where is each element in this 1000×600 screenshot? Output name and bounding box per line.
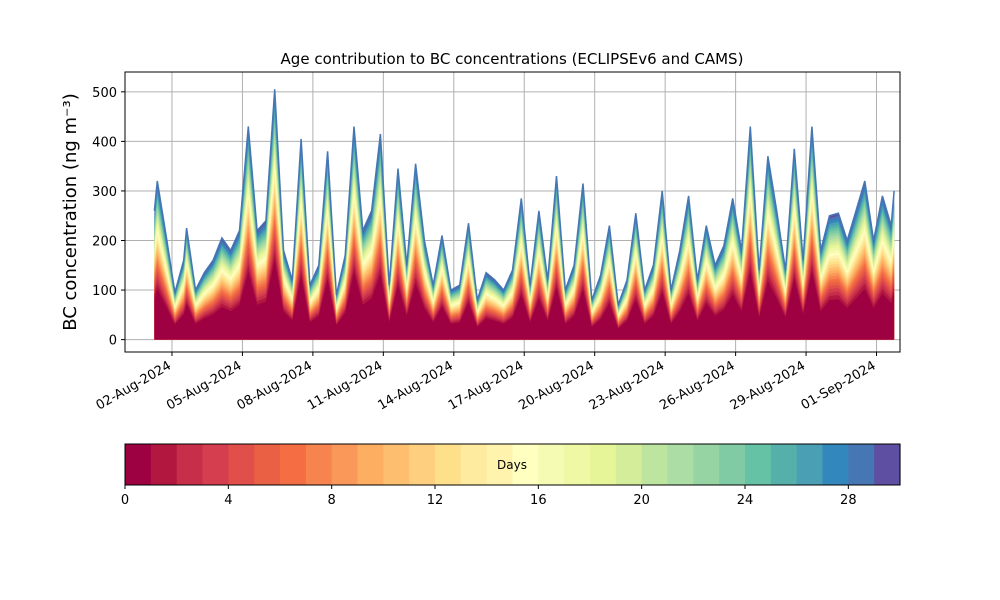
x-tick-label: 02-Aug-2024 — [94, 358, 174, 413]
x-tick-label: 17-Aug-2024 — [446, 358, 526, 413]
colorbar-frame — [124, 443, 901, 486]
y-axis: 0 100 200 300 400 500 — [92, 86, 125, 349]
colorbar-cell — [745, 444, 772, 485]
x-axis: 02-Aug-202405-Aug-202408-Aug-202411-Aug-… — [94, 352, 879, 414]
colorbar-cell — [615, 444, 643, 485]
x-tick-label: 20-Aug-2024 — [516, 358, 596, 413]
colorbar-cell — [770, 444, 798, 485]
colorbar-cell — [796, 444, 824, 485]
x-tick-label: 01-Sep-2024 — [799, 358, 879, 413]
colorbar-ticks: 0 4 8 12 16 20 24 28 — [121, 485, 857, 508]
colorbar-cell — [512, 444, 539, 485]
x-tick-label: 14-Aug-2024 — [375, 358, 455, 413]
y-tick-label: 100 — [92, 284, 117, 299]
colorbar-cell — [228, 444, 255, 485]
colorbar-tick-label: 24 — [737, 493, 754, 508]
colorbar-cell — [667, 444, 694, 485]
y-tick-label: 500 — [92, 86, 117, 101]
colorbar-cells — [125, 444, 901, 485]
colorbar-cell — [641, 444, 669, 485]
x-tick-label: 05-Aug-2024 — [164, 358, 244, 413]
x-tick-label: 08-Aug-2024 — [235, 358, 315, 413]
colorbar-cell — [331, 444, 359, 485]
colorbar-tick-label: 12 — [427, 493, 444, 508]
colorbar-tick-label: 4 — [224, 493, 232, 508]
y-tick-label: 300 — [92, 185, 117, 200]
colorbar: Days 0 4 8 12 16 20 24 28 — [121, 443, 901, 508]
colorbar-cell — [305, 444, 333, 485]
colorbar-cell — [719, 444, 746, 485]
colorbar-cell — [150, 444, 178, 485]
y-tick-label: 0 — [109, 334, 117, 349]
age-band-0 — [154, 259, 895, 340]
colorbar-tick-label: 16 — [530, 493, 547, 508]
total-line — [153, 89, 895, 306]
y-tick-label: 400 — [92, 135, 117, 150]
colorbar-cell — [125, 444, 152, 485]
colorbar-cell — [590, 444, 617, 485]
colorbar-cell — [486, 444, 514, 485]
colorbar-tick-label: 20 — [633, 493, 650, 508]
colorbar-cell — [357, 444, 384, 485]
colorbar-cell — [822, 444, 849, 485]
colorbar-cell — [564, 444, 591, 485]
colorbar-cell — [176, 444, 204, 485]
colorbar-cell — [383, 444, 410, 485]
colorbar-cell — [280, 444, 307, 485]
y-tick-label: 200 — [92, 234, 117, 249]
x-tick-label: 11-Aug-2024 — [305, 358, 385, 413]
colorbar-label: Days — [497, 458, 527, 472]
colorbar-cell — [693, 444, 720, 485]
colorbar-cell — [874, 444, 901, 485]
x-tick-label: 29-Aug-2024 — [728, 358, 808, 413]
colorbar-cell — [202, 444, 229, 485]
colorbar-cell — [409, 444, 436, 485]
age-bands — [153, 89, 895, 340]
plot-frame — [124, 71, 901, 353]
y-axis-label: BC concentration (ng m⁻³) — [60, 93, 81, 331]
colorbar-tick-label: 0 — [121, 493, 129, 508]
colorbar-tick-label: 28 — [840, 493, 857, 508]
x-tick-label: 23-Aug-2024 — [587, 358, 667, 413]
colorbar-cell — [848, 444, 875, 485]
colorbar-cell — [538, 444, 565, 485]
colorbar-cell — [254, 444, 281, 485]
colorbar-tick-label: 8 — [328, 493, 336, 508]
chart-title: Age contribution to BC concentrations (E… — [281, 50, 744, 68]
colorbar-cell — [460, 444, 488, 485]
x-tick-label: 26-Aug-2024 — [657, 358, 737, 413]
colorbar-cell — [435, 444, 462, 485]
